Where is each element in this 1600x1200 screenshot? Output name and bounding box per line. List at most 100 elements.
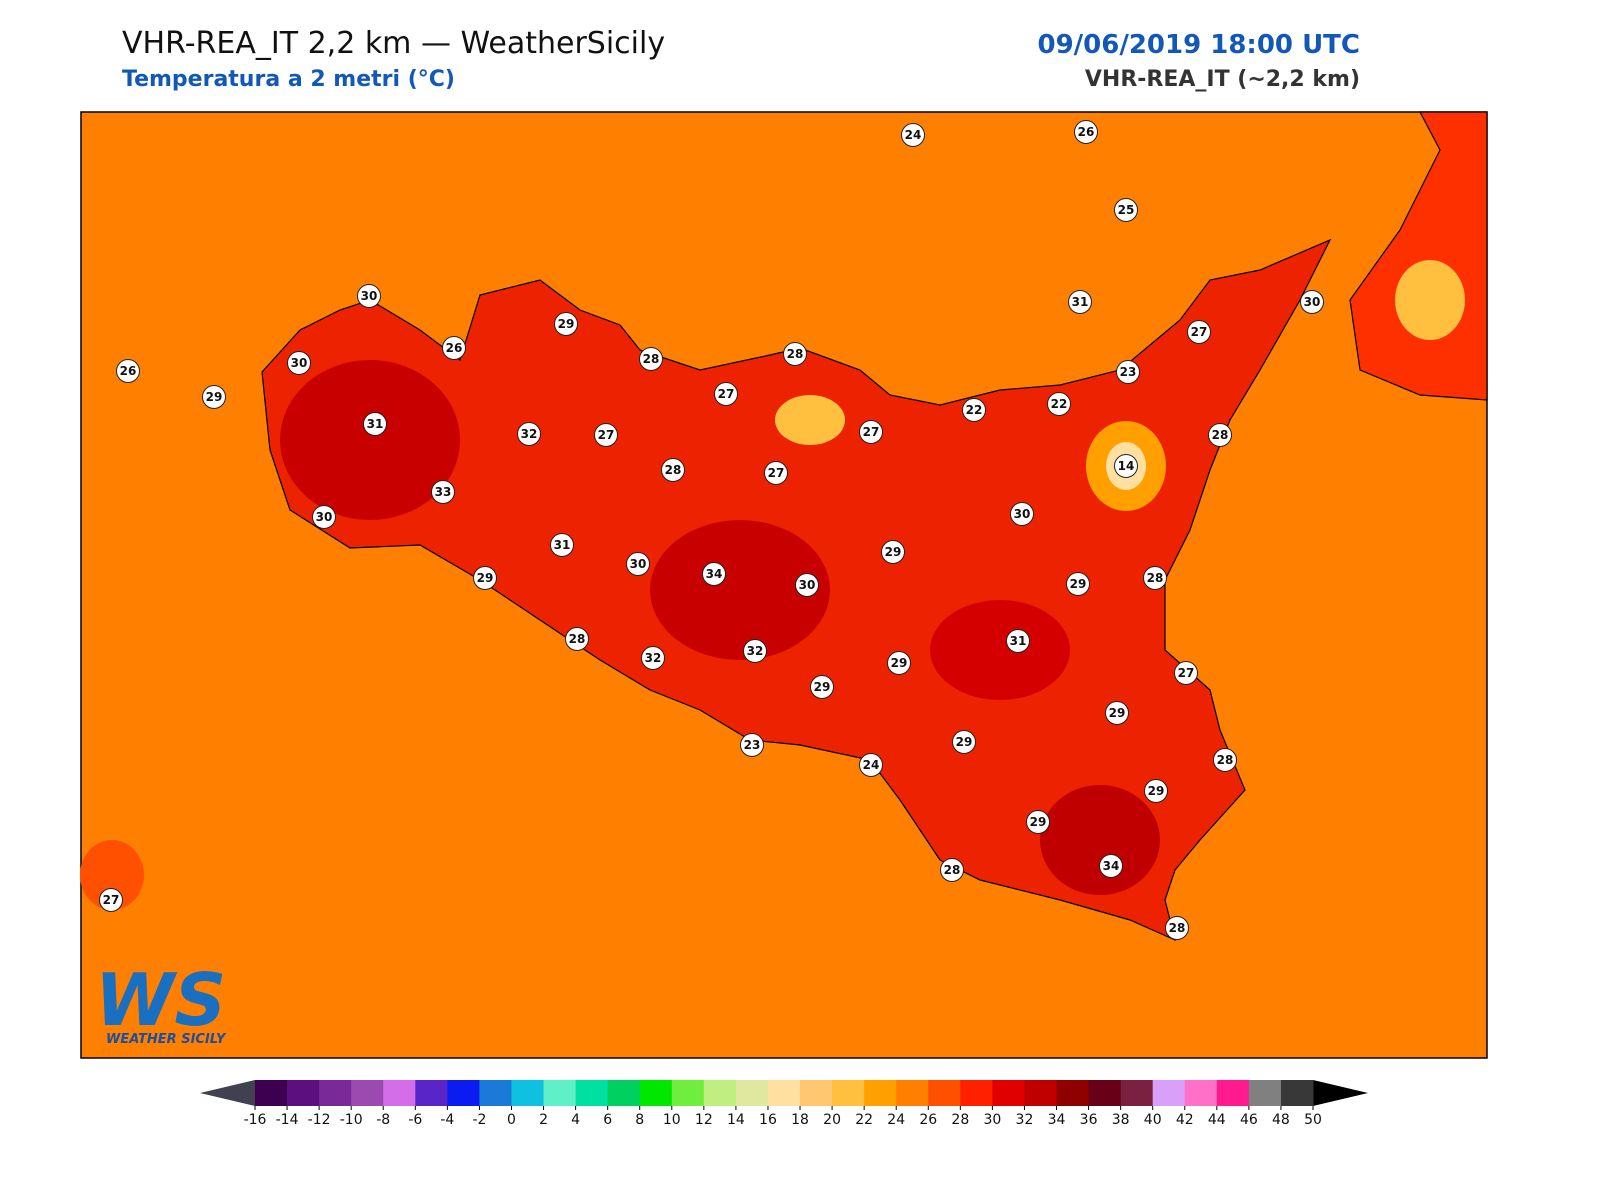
colorbar-tick-label: 32 bbox=[1016, 1112, 1034, 1128]
station: 27 bbox=[1174, 661, 1198, 685]
station-value: 28 bbox=[1217, 753, 1234, 767]
colorbar-tick-label: 44 bbox=[1208, 1112, 1226, 1128]
colorbar-tick-label: 46 bbox=[1240, 1112, 1258, 1128]
colorbar-swatch bbox=[960, 1080, 993, 1106]
station-marker bbox=[473, 566, 497, 590]
station-marker bbox=[1208, 423, 1232, 447]
colorbar-swatch bbox=[1088, 1080, 1122, 1106]
station: 31 bbox=[1068, 290, 1092, 314]
station-marker bbox=[714, 382, 738, 406]
logo-name: WEATHER SICILY bbox=[106, 1032, 227, 1047]
station-value: 28 bbox=[944, 863, 961, 877]
station-marker bbox=[1165, 916, 1189, 940]
station-value: 26 bbox=[1078, 125, 1095, 139]
station-marker bbox=[357, 284, 381, 308]
colorbar-tick-label: 40 bbox=[1144, 1112, 1162, 1128]
colorbar-swatch bbox=[1248, 1080, 1282, 1106]
station: 26 bbox=[1074, 120, 1098, 144]
station-value: 27 bbox=[768, 466, 785, 480]
station-marker bbox=[1187, 320, 1211, 344]
station-value: 28 bbox=[1169, 921, 1186, 935]
station-value: 29 bbox=[206, 390, 223, 404]
colorbar-tick-label: 28 bbox=[951, 1112, 969, 1128]
station: 34 bbox=[1099, 854, 1123, 878]
colorbar-tick-label: 8 bbox=[635, 1112, 644, 1128]
station: 26 bbox=[116, 359, 140, 383]
hot-area bbox=[930, 600, 1070, 700]
colorbar-tick-label: -14 bbox=[276, 1112, 299, 1128]
station: 33 bbox=[431, 480, 455, 504]
station: 30 bbox=[626, 552, 650, 576]
colorbar-tick-label: 2 bbox=[539, 1112, 548, 1128]
station-value: 28 bbox=[665, 463, 682, 477]
malta bbox=[80, 840, 144, 910]
colorbar-swatch bbox=[575, 1080, 609, 1106]
station: 30 bbox=[1300, 290, 1324, 314]
station: 28 bbox=[661, 458, 685, 482]
station-value: 29 bbox=[558, 317, 575, 331]
colorbar-tick-label: 30 bbox=[983, 1112, 1001, 1128]
station-value: 33 bbox=[435, 485, 452, 499]
colorbar-tick-label: -4 bbox=[440, 1112, 454, 1128]
station: 27 bbox=[714, 382, 738, 406]
station-marker bbox=[702, 562, 726, 586]
logo: WS WEATHER SICILY bbox=[95, 958, 227, 1047]
colorbar-tick-label: 34 bbox=[1048, 1112, 1066, 1128]
station: 29 bbox=[202, 385, 226, 409]
station-marker bbox=[202, 385, 226, 409]
station-value: 32 bbox=[747, 644, 764, 658]
station-marker bbox=[594, 423, 618, 447]
colorbar-tick-label: 0 bbox=[507, 1112, 516, 1128]
station-value: 27 bbox=[718, 387, 735, 401]
station-value: 32 bbox=[645, 651, 662, 665]
station: 30 bbox=[287, 351, 311, 375]
station-marker bbox=[1114, 454, 1138, 478]
colorbar-tick-label: 24 bbox=[887, 1112, 905, 1128]
station-marker bbox=[626, 552, 650, 576]
station-value: 23 bbox=[1120, 365, 1137, 379]
station-marker bbox=[940, 858, 964, 882]
colorbar-swatch bbox=[607, 1080, 641, 1106]
station: 24 bbox=[859, 753, 883, 777]
station-value: 28 bbox=[1147, 571, 1164, 585]
colorbar-tick-label: 16 bbox=[759, 1112, 777, 1128]
station: 30 bbox=[312, 505, 336, 529]
station-marker bbox=[116, 359, 140, 383]
station-value: 34 bbox=[1103, 859, 1120, 873]
station: 14 bbox=[1114, 454, 1138, 478]
logo-mark: WS bbox=[95, 958, 226, 1042]
station-marker bbox=[887, 651, 911, 675]
colorbar-tick-label: 50 bbox=[1304, 1112, 1322, 1128]
station-marker bbox=[1074, 120, 1098, 144]
station-marker bbox=[783, 342, 807, 366]
colorbar-tick-label: 36 bbox=[1080, 1112, 1098, 1128]
station-value: 31 bbox=[554, 538, 571, 552]
colorbar: -16 -14 -12 -10 -8 -6 -4 -2 0 2 4 6 8 10 12 14 16 18 20 22 2… bbox=[200, 1080, 1368, 1128]
station: 27 bbox=[594, 423, 618, 447]
colorbar-swatch bbox=[511, 1080, 545, 1106]
colorbar-swatch bbox=[1152, 1080, 1186, 1106]
station-value: 28 bbox=[643, 352, 660, 366]
colorbar-swatch bbox=[383, 1080, 416, 1106]
station-value: 28 bbox=[1212, 428, 1229, 442]
station-marker bbox=[952, 730, 976, 754]
station-value: 30 bbox=[361, 289, 378, 303]
hot-area bbox=[1040, 785, 1160, 895]
station-value: 29 bbox=[956, 735, 973, 749]
station-marker bbox=[550, 533, 574, 557]
colorbar-tick-label: 48 bbox=[1272, 1112, 1290, 1128]
colorbar-tick-label: 4 bbox=[571, 1112, 580, 1128]
station: 29 bbox=[473, 566, 497, 590]
station: 29 bbox=[1026, 810, 1050, 834]
colorbar-swatch bbox=[287, 1080, 320, 1106]
colorbar-swatch bbox=[1184, 1080, 1218, 1106]
station: 29 bbox=[887, 651, 911, 675]
station-marker bbox=[1116, 360, 1140, 384]
colorbar-swatch bbox=[255, 1080, 288, 1106]
station-marker bbox=[1213, 748, 1237, 772]
station-value: 28 bbox=[787, 347, 804, 361]
colorbar-tick-label: 38 bbox=[1112, 1112, 1130, 1128]
station-value: 29 bbox=[1070, 577, 1087, 591]
station-value: 29 bbox=[1148, 784, 1165, 798]
station-value: 30 bbox=[316, 510, 333, 524]
